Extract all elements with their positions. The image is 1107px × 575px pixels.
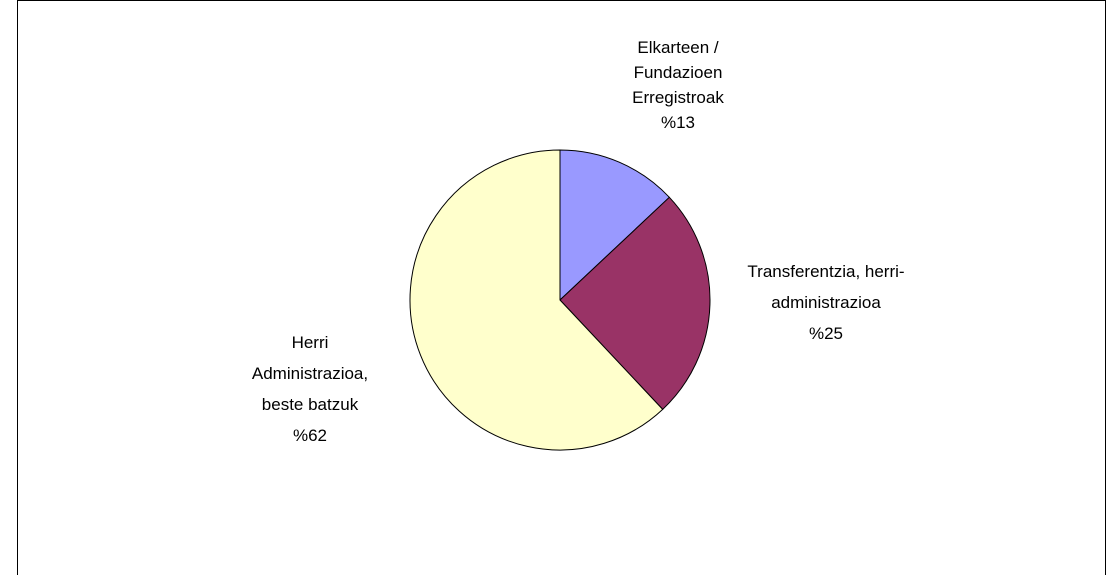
value-label: %25 xyxy=(808,324,844,343)
pie-slice xyxy=(559,196,711,411)
value-label: %62 xyxy=(292,426,328,445)
pie-slice xyxy=(409,149,664,451)
slice-label: Transferentzia, herri-administrazioa %25 xyxy=(731,256,921,349)
category-label: Transferentzia, herri-administrazioa xyxy=(747,262,905,312)
category-label: Herri Administrazioa, beste batzuk xyxy=(251,333,369,414)
value-label: %13 xyxy=(660,113,696,132)
slice-label: Elkarteen / Fundazioen Erregistroak %13 xyxy=(616,35,740,135)
category-label: Elkarteen / Fundazioen Erregistroak xyxy=(632,38,724,107)
pie-slice xyxy=(559,149,671,302)
slice-label: Herri Administrazioa, beste batzuk %62 xyxy=(240,327,380,451)
